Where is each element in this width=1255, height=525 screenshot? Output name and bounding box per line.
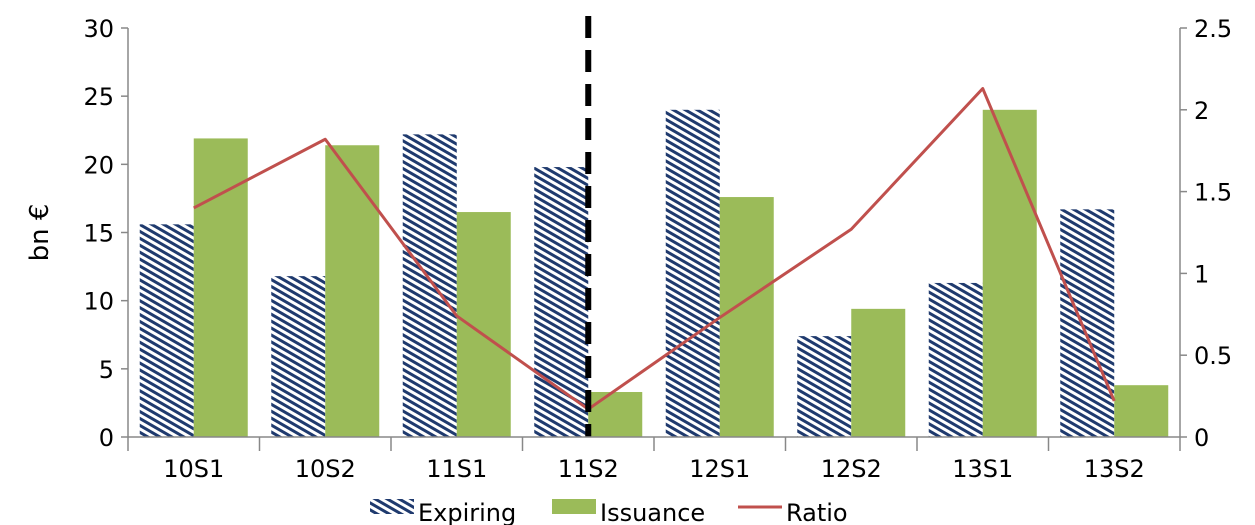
bars-group: [139, 109, 1169, 438]
series-line-ratio: [193, 87, 1116, 411]
y-tick-label-right: 2.5: [1194, 15, 1232, 43]
y-tick-label-right: 0.5: [1194, 342, 1232, 370]
bar-issuance-10S2: [325, 145, 380, 437]
bar-expiring-10S1: [139, 224, 194, 437]
y-tick-label-left: 0: [99, 424, 114, 452]
ratio-line-group: [193, 16, 1116, 437]
legend-swatch-expiring: [370, 499, 414, 514]
x-tick-label: 11S1: [426, 455, 487, 483]
legend-label-ratio: Ratio: [786, 499, 848, 525]
bar-expiring-12S1: [665, 109, 720, 438]
legend: Expiring Issuance Ratio: [370, 499, 848, 525]
x-tick-label: 10S2: [295, 455, 356, 483]
bar-issuance-12S1: [719, 197, 774, 437]
bar-expiring-11S2: [534, 167, 589, 437]
bar-expiring-11S1: [402, 134, 457, 437]
bar-expiring-13S1: [928, 282, 983, 437]
y-tick-label-right: 1: [1194, 260, 1209, 288]
y-tick-label-left: 10: [83, 288, 114, 316]
y-tick-label-left: 30: [83, 15, 114, 43]
ticks-group: 0 5 10 15 20 25 30 0 0.5 1 1.5 2 2.5 10S1 10S2 11S1 11S2…: [83, 15, 1232, 483]
x-tick-label: 11S2: [558, 455, 619, 483]
x-tick-label: 13S1: [952, 455, 1013, 483]
y-tick-label-left: 25: [83, 83, 114, 111]
bar-issuance-10S1: [193, 138, 248, 437]
x-tick-label: 13S2: [1084, 455, 1145, 483]
bar-issuance-11S2: [588, 392, 643, 437]
y-tick-label-left: 20: [83, 151, 114, 179]
bar-expiring-10S2: [271, 276, 326, 437]
y-tick-label-right: 2: [1194, 97, 1209, 125]
bar-expiring-12S2: [797, 336, 852, 437]
bar-issuance-13S2: [1114, 385, 1169, 437]
legend-label-expiring: Expiring: [418, 499, 516, 525]
bar-expiring-13S2: [1060, 209, 1115, 437]
x-tick-label: 12S1: [689, 455, 750, 483]
y-tick-label-left: 15: [83, 220, 114, 248]
legend-swatch-issuance: [552, 499, 596, 514]
y-tick-label-right: 1.5: [1194, 179, 1232, 207]
y-axis-title: bn €: [25, 204, 55, 262]
bar-issuance-11S1: [456, 212, 511, 437]
y-tick-label-right: 0: [1194, 424, 1209, 452]
y-tick-label-left: 5: [99, 356, 114, 384]
x-tick-label: 12S2: [821, 455, 882, 483]
legend-label-issuance: Issuance: [600, 499, 705, 525]
bar-issuance-13S1: [982, 109, 1037, 438]
x-tick-label: 10S1: [163, 455, 224, 483]
bar-issuance-12S2: [851, 308, 906, 437]
